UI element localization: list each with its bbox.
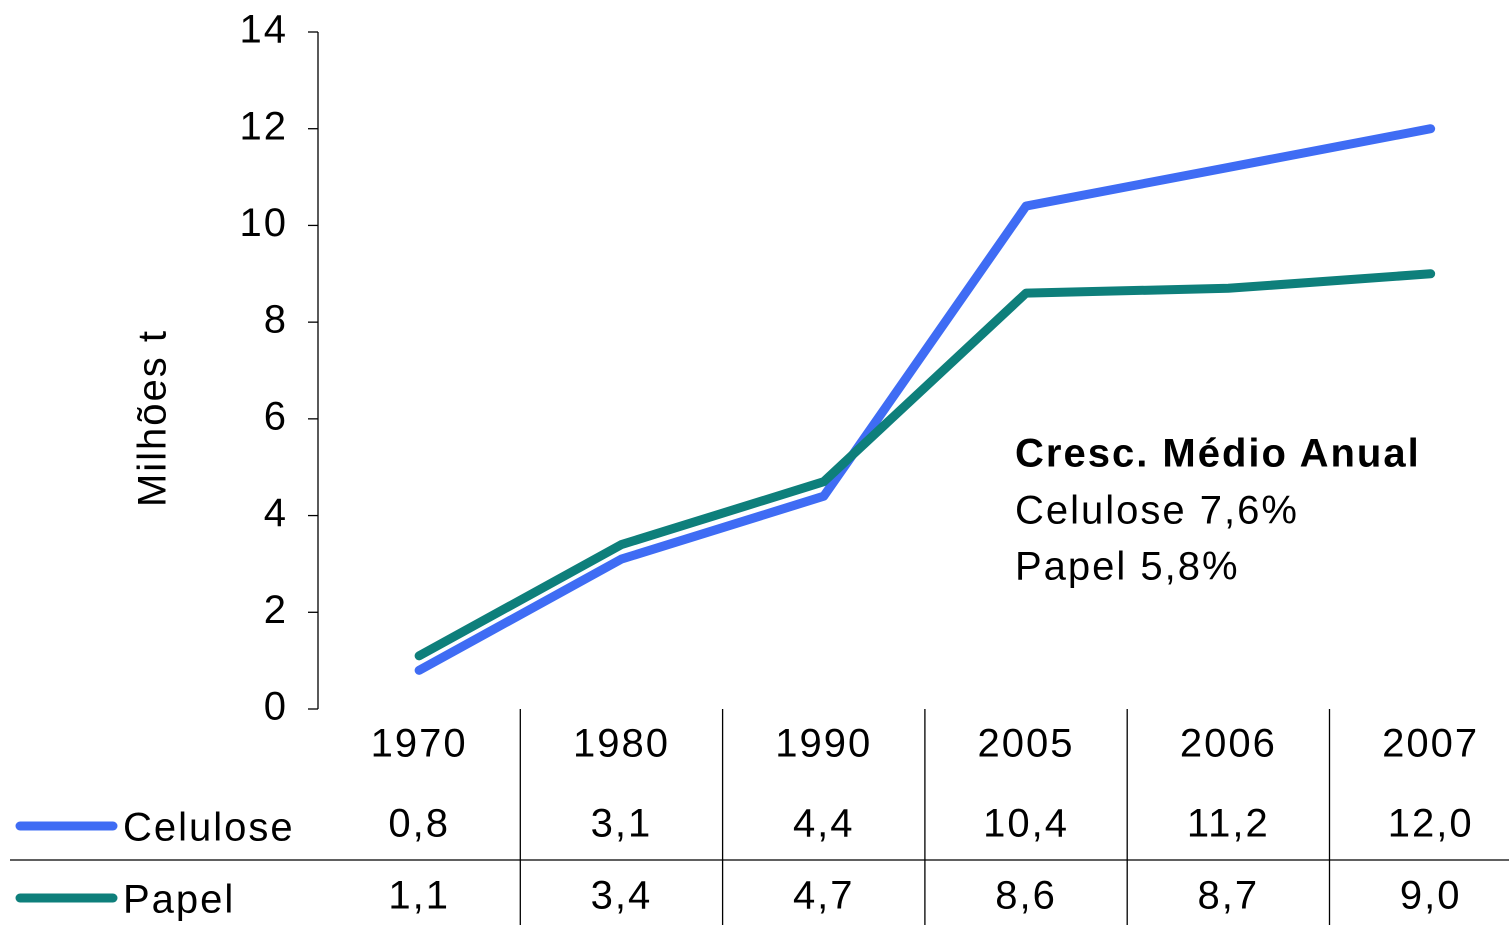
- y-axis-label: Milhões t: [131, 329, 175, 507]
- series-line: [414, 269, 1436, 661]
- table-value: 4,4: [793, 802, 855, 846]
- table-value: 0,8: [388, 802, 450, 846]
- table-value: 3,1: [591, 802, 653, 846]
- y-tick-label: 14: [240, 8, 289, 52]
- table-value: 11,2: [1187, 802, 1270, 846]
- y-tick-label: 12: [240, 104, 289, 148]
- table-value: 8,6: [995, 874, 1057, 918]
- annotation-line: Celulose 7,6%: [1015, 489, 1299, 533]
- x-tick-label: 2006: [1180, 722, 1277, 766]
- x-tick-label: 1990: [775, 722, 872, 766]
- legend-label: Papel: [123, 878, 235, 922]
- x-tick-label: 1970: [371, 722, 468, 766]
- y-tick-label: 8: [264, 298, 288, 342]
- y-tick-label: 6: [264, 394, 288, 438]
- table-value: 4,7: [793, 874, 855, 918]
- series-line: [414, 124, 1436, 675]
- table-value: 8,7: [1198, 874, 1260, 918]
- legend-label: Celulose: [123, 806, 295, 850]
- table-value: 3,4: [591, 874, 653, 918]
- table-value: 12,0: [1388, 802, 1474, 846]
- x-tick-label: 1980: [573, 722, 670, 766]
- table-value: 9,0: [1400, 874, 1462, 918]
- table-value: 10,4: [983, 802, 1069, 846]
- y-tick-label: 10: [240, 201, 289, 245]
- y-tick-label: 0: [264, 685, 288, 729]
- table-value: 1,1: [388, 874, 450, 918]
- y-tick-label: 2: [264, 588, 288, 632]
- annotation-line: Papel 5,8%: [1015, 545, 1240, 589]
- annotation-title: Cresc. Médio Anual: [1015, 432, 1421, 476]
- x-tick-label: 2007: [1382, 722, 1479, 766]
- y-tick-label: 4: [264, 491, 288, 535]
- x-tick-label: 2005: [978, 722, 1075, 766]
